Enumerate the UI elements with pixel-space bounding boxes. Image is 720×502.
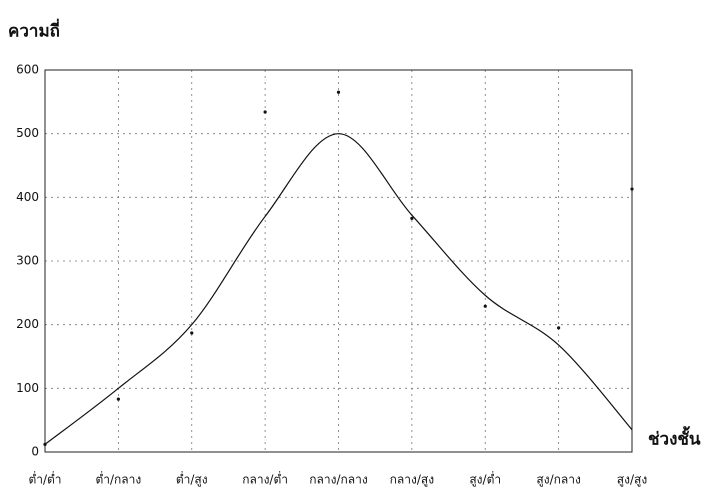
- x-tick-label: กลาง/ต่ำ: [242, 471, 288, 487]
- data-point: [630, 187, 634, 191]
- x-tick-label: สูง/กลาง: [536, 473, 580, 488]
- x-tick-label: ต่ำ/ต่ำ: [28, 471, 61, 487]
- y-tick-label: 600: [16, 63, 39, 77]
- data-point: [263, 110, 267, 114]
- x-axis-title: ช่วงชั้น: [648, 426, 701, 450]
- y-tick-label: 400: [16, 190, 39, 204]
- x-tick-label: ต่ำ/กลาง: [95, 471, 141, 487]
- x-tick-label: กลาง/กลาง: [309, 473, 367, 487]
- y-tick-label: 300: [16, 254, 39, 268]
- x-tick-label: สูง/ต่ำ: [469, 471, 501, 488]
- data-point: [190, 331, 194, 335]
- data-point: [116, 397, 120, 401]
- plot-frame: [44, 69, 633, 453]
- data-point: [483, 304, 487, 308]
- x-tick-label: ต่ำ/สูง: [176, 471, 208, 488]
- y-tick-label: 0: [31, 445, 39, 459]
- x-tick-label: สูง/สูง: [617, 473, 647, 488]
- y-tick-label: 500: [16, 126, 39, 140]
- y-axis-title: ความถี่: [8, 19, 60, 42]
- fit-curve: [44, 133, 633, 445]
- y-tick-label: 100: [16, 381, 39, 395]
- y-tick-label: 200: [16, 317, 39, 331]
- x-tick-label: กลาง/สูง: [390, 473, 434, 488]
- data-point: [557, 326, 561, 330]
- data-point: [410, 216, 414, 220]
- data-point: [336, 90, 341, 94]
